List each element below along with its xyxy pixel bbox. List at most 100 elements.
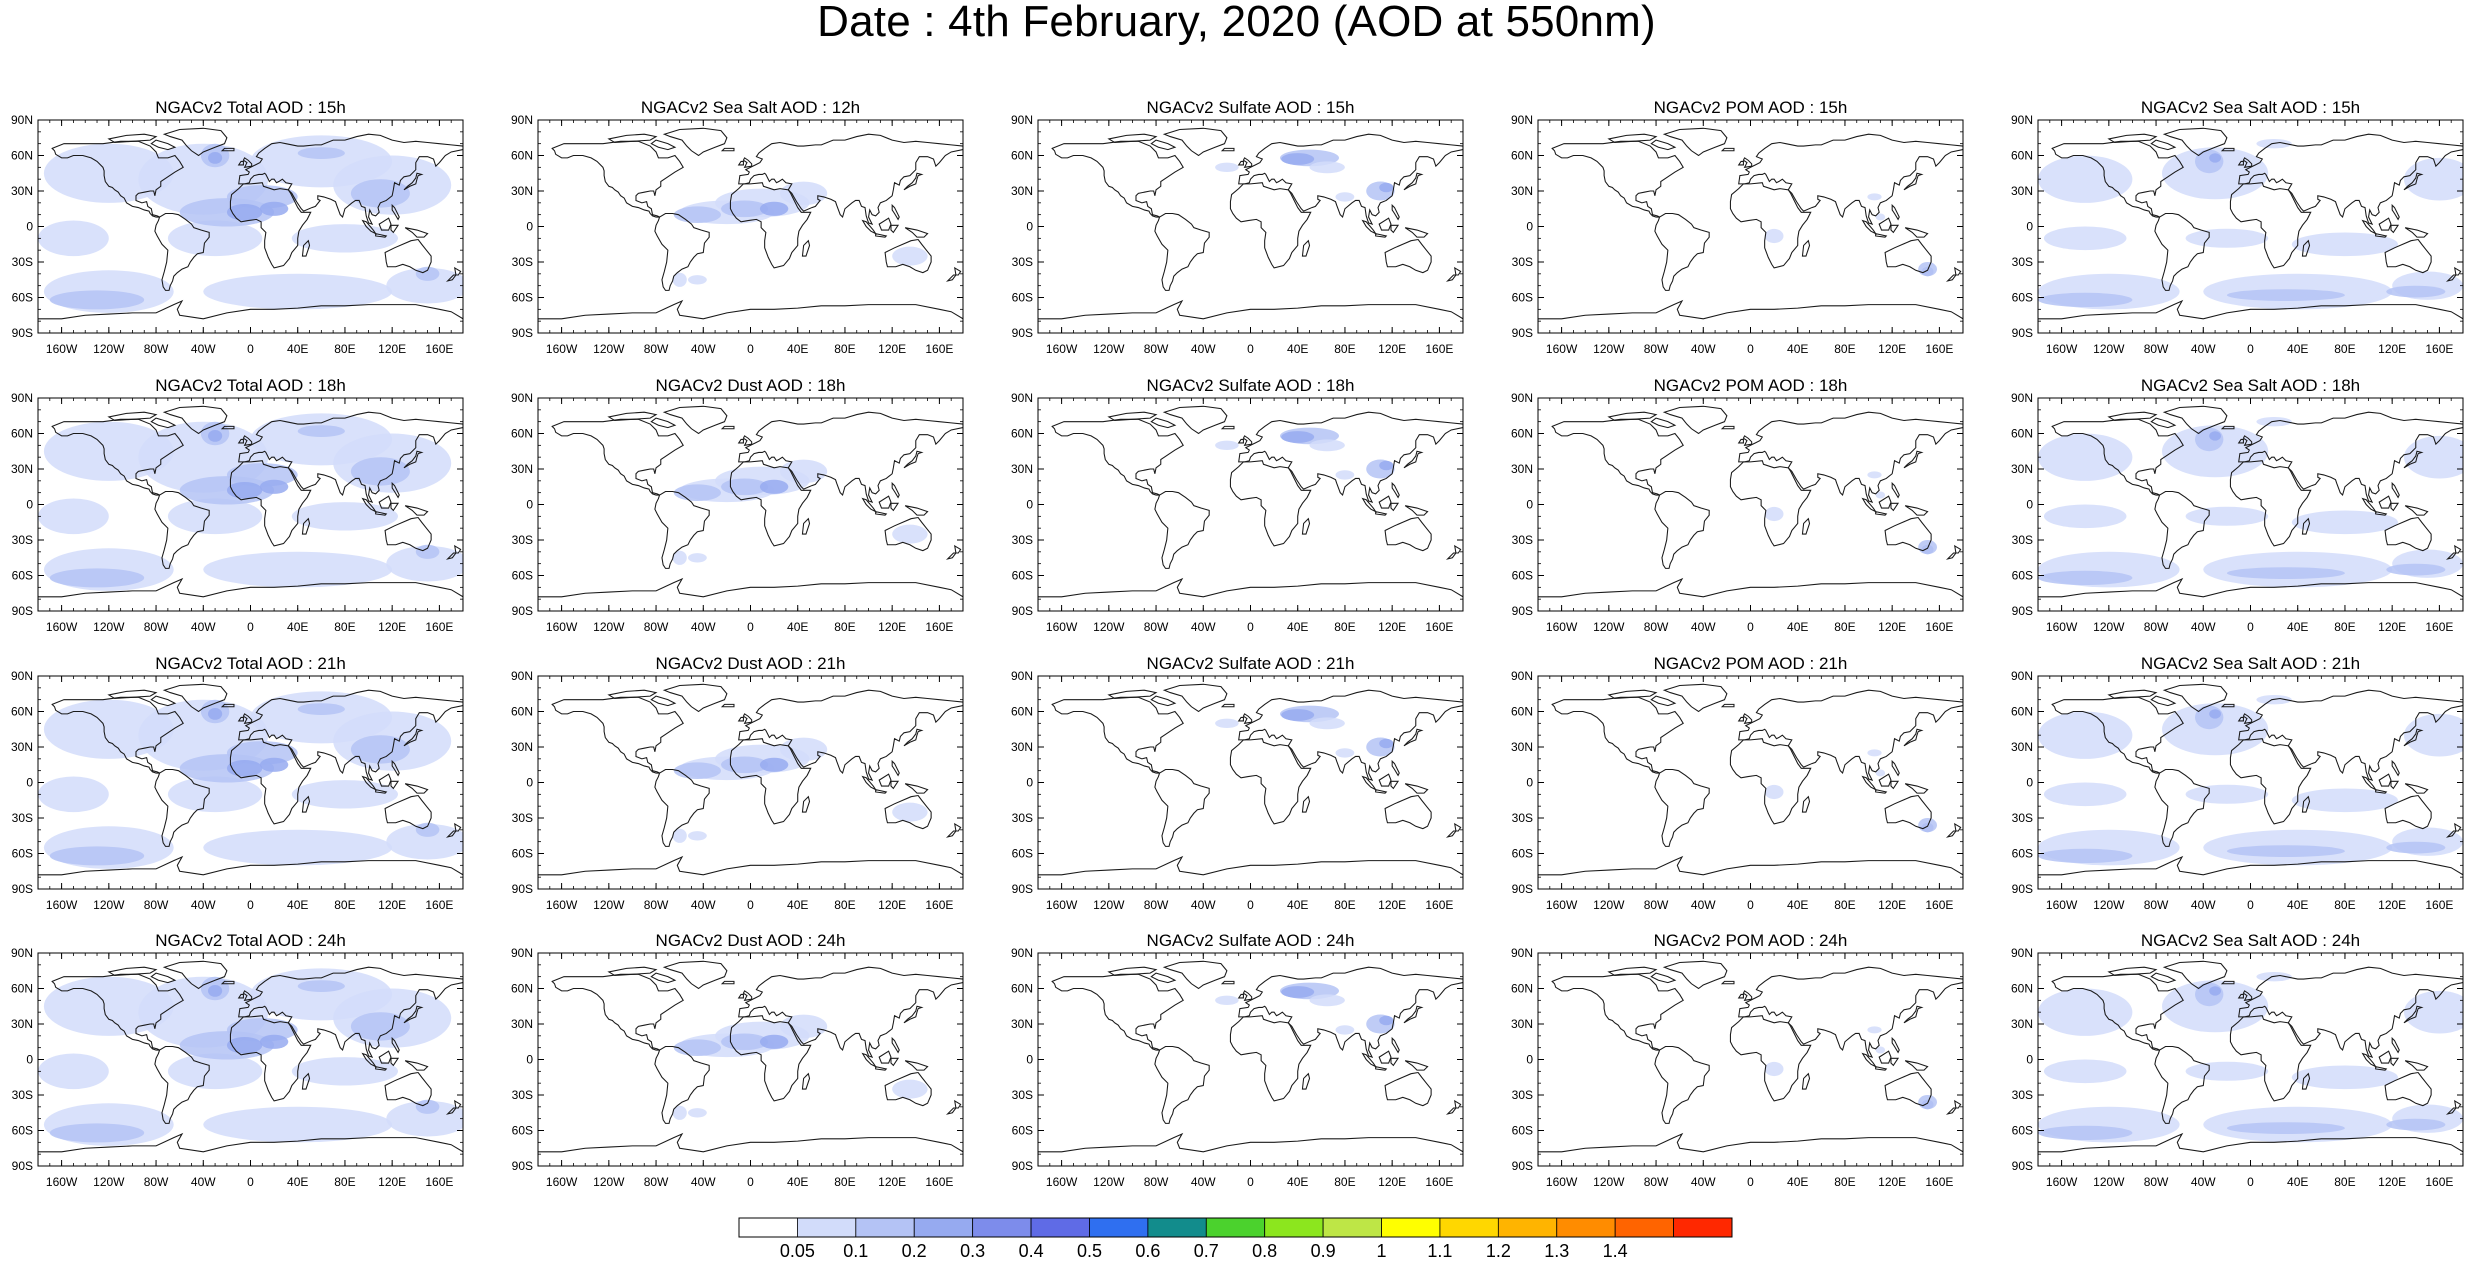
lon-tick-label: 40W [191,1175,216,1189]
lat-tick-label: 90N [2011,946,2033,960]
lon-tick-label: 120W [1593,898,1625,912]
lon-tick-label: 120E [1878,1175,1906,1189]
aod-field-patch [2043,504,2127,529]
aod-field-patch [291,1057,398,1086]
lon-tick-label: 80E [1834,898,1855,912]
map-panel: NGACv2 Dust AOD : 21h 160W 120W 80W 40W 0 40E 8… [511,654,964,912]
lon-tick-label: 40W [2191,620,2216,634]
panel-title: NGACv2 Total AOD : 15h [155,98,346,117]
lon-tick-label: 160E [1925,342,1953,356]
lon-tick-label: 80W [144,898,169,912]
lat-tick-label: 90S [1012,604,1033,618]
aod-field-patch [2209,709,2221,719]
colorbar-swatch [1439,1217,1499,1238]
aod-field-patch [38,776,109,813]
map-panel: NGACv2 Sea Salt AOD : 18h 160W 120W 80W 40W 0… [2011,376,2464,634]
aod-field-patch [208,430,223,442]
lon-tick-label: 40E [287,342,308,356]
lat-tick-label: 90S [12,326,33,340]
lon-tick-label: 120E [1878,620,1906,634]
aod-field-patch [688,275,707,285]
lat-tick-label: 30N [511,1017,533,1031]
aod-field-patch [1335,1025,1355,1035]
lat-tick-label: 0 [526,776,533,790]
lat-tick-label: 30S [1012,255,1033,269]
map-panel: NGACv2 POM AOD : 21h 160W 120W 80W 40W 0 40E 80… [1511,654,1964,912]
panel-title: NGACv2 Sulfate AOD : 18h [1147,376,1355,395]
aod-field-patch [2386,285,2446,298]
lon-tick-label: 40W [691,1175,716,1189]
aod-field-patch [2404,157,2463,201]
lon-tick-label: 160E [425,1175,453,1189]
aod-field-patch [780,737,828,762]
lat-tick-label: 90N [2011,113,2033,127]
lon-tick-label: 120W [1093,342,1125,356]
aod-field-patch [2291,788,2398,813]
aod-field-patch [2038,988,2133,1036]
aod-field-patch [2386,1118,2446,1131]
map-panel: NGACv2 Sulfate AOD : 18h 160W 120W 80W 40W 0 4… [1011,376,1464,634]
lon-tick-label: 120W [1093,620,1125,634]
aod-field-patch [1875,491,1886,499]
map-panel: NGACv2 Total AOD : 18h 160W 120W 80W 40W 0 40E… [11,376,464,634]
lon-tick-label: 80W [144,342,169,356]
aod-field-patch [167,220,263,257]
aod-field-patch [1379,460,1394,471]
lon-tick-label: 160W [546,898,578,912]
aod-colorbar: 0.05 0.1 0.2 0.3 0.4 0.5 0.6 0.7 0.8 0.9 1 1.1 1.2 1.… [738,1217,1733,1261]
lon-tick-label: 0 [2247,898,2254,912]
lon-tick-label: 40W [2191,898,2216,912]
lon-tick-label: 40E [787,342,808,356]
map-panel: NGACv2 Sea Salt AOD : 21h 160W 120W 80W 40W 0… [2011,654,2464,912]
lat-tick-label: 0 [26,1053,33,1067]
lon-tick-label: 120E [878,898,906,912]
lat-tick-label: 90S [2012,604,2033,618]
aod-field-patch [2195,982,2224,1007]
lon-tick-label: 160W [1046,342,1078,356]
panel-title: NGACv2 Sea Salt AOD : 15h [2141,98,2360,117]
colorbar-swatch [1614,1217,1674,1238]
colorbar-swatch [1381,1217,1441,1238]
lon-tick-label: 80E [334,898,355,912]
lon-tick-label: 160E [425,620,453,634]
lat-tick-label: 30S [2012,533,2033,547]
lat-tick-label: 30S [1512,255,1533,269]
panel-title: NGACv2 Total AOD : 18h [155,376,346,395]
aod-field-patch [759,1034,789,1049]
lon-tick-label: 120W [1093,1175,1125,1189]
lon-tick-label: 0 [1747,1175,1754,1189]
colorbar-swatch [1147,1217,1207,1238]
lat-tick-label: 30S [1012,1088,1033,1102]
aod-field-patch [1281,431,1315,443]
lon-tick-label: 120W [93,620,125,634]
lon-tick-label: 0 [747,898,754,912]
aod-field-patch [38,498,109,535]
aod-field-patch [1281,986,1315,998]
lon-tick-label: 80W [644,1175,669,1189]
lat-tick-label: 30S [1512,1088,1533,1102]
aod-field-patch [291,502,398,531]
colorbar-label: 0.4 [1019,1241,1044,1261]
aod-field-patch [1335,192,1355,202]
lon-tick-label: 80E [1334,898,1355,912]
lon-tick-label: 40E [1287,342,1308,356]
lat-tick-label: 0 [2026,498,2033,512]
lon-tick-label: 160E [1425,1175,1453,1189]
lon-tick-label: 80E [334,342,355,356]
lat-tick-label: 60N [1511,149,1533,163]
lon-tick-label: 120W [593,898,625,912]
lon-tick-label: 40W [1191,620,1216,634]
aod-field-patch [203,273,393,310]
aod-field-patch [2291,1065,2398,1090]
map-panel: NGACv2 POM AOD : 18h 160W 120W 80W 40W 0 40E 80… [1511,376,1964,634]
lon-tick-label: 40E [787,620,808,634]
lon-tick-label: 120W [2093,342,2125,356]
lat-tick-label: 90N [2011,391,2033,405]
lat-tick-label: 60N [11,982,33,996]
aod-field-patch [259,201,289,216]
lon-tick-label: 120W [2093,1175,2125,1189]
lat-tick-label: 90S [12,1159,33,1173]
colorbar-swatch [1205,1217,1266,1238]
colorbar-swatch [1030,1217,1090,1238]
aod-field-patch [1309,439,1345,452]
